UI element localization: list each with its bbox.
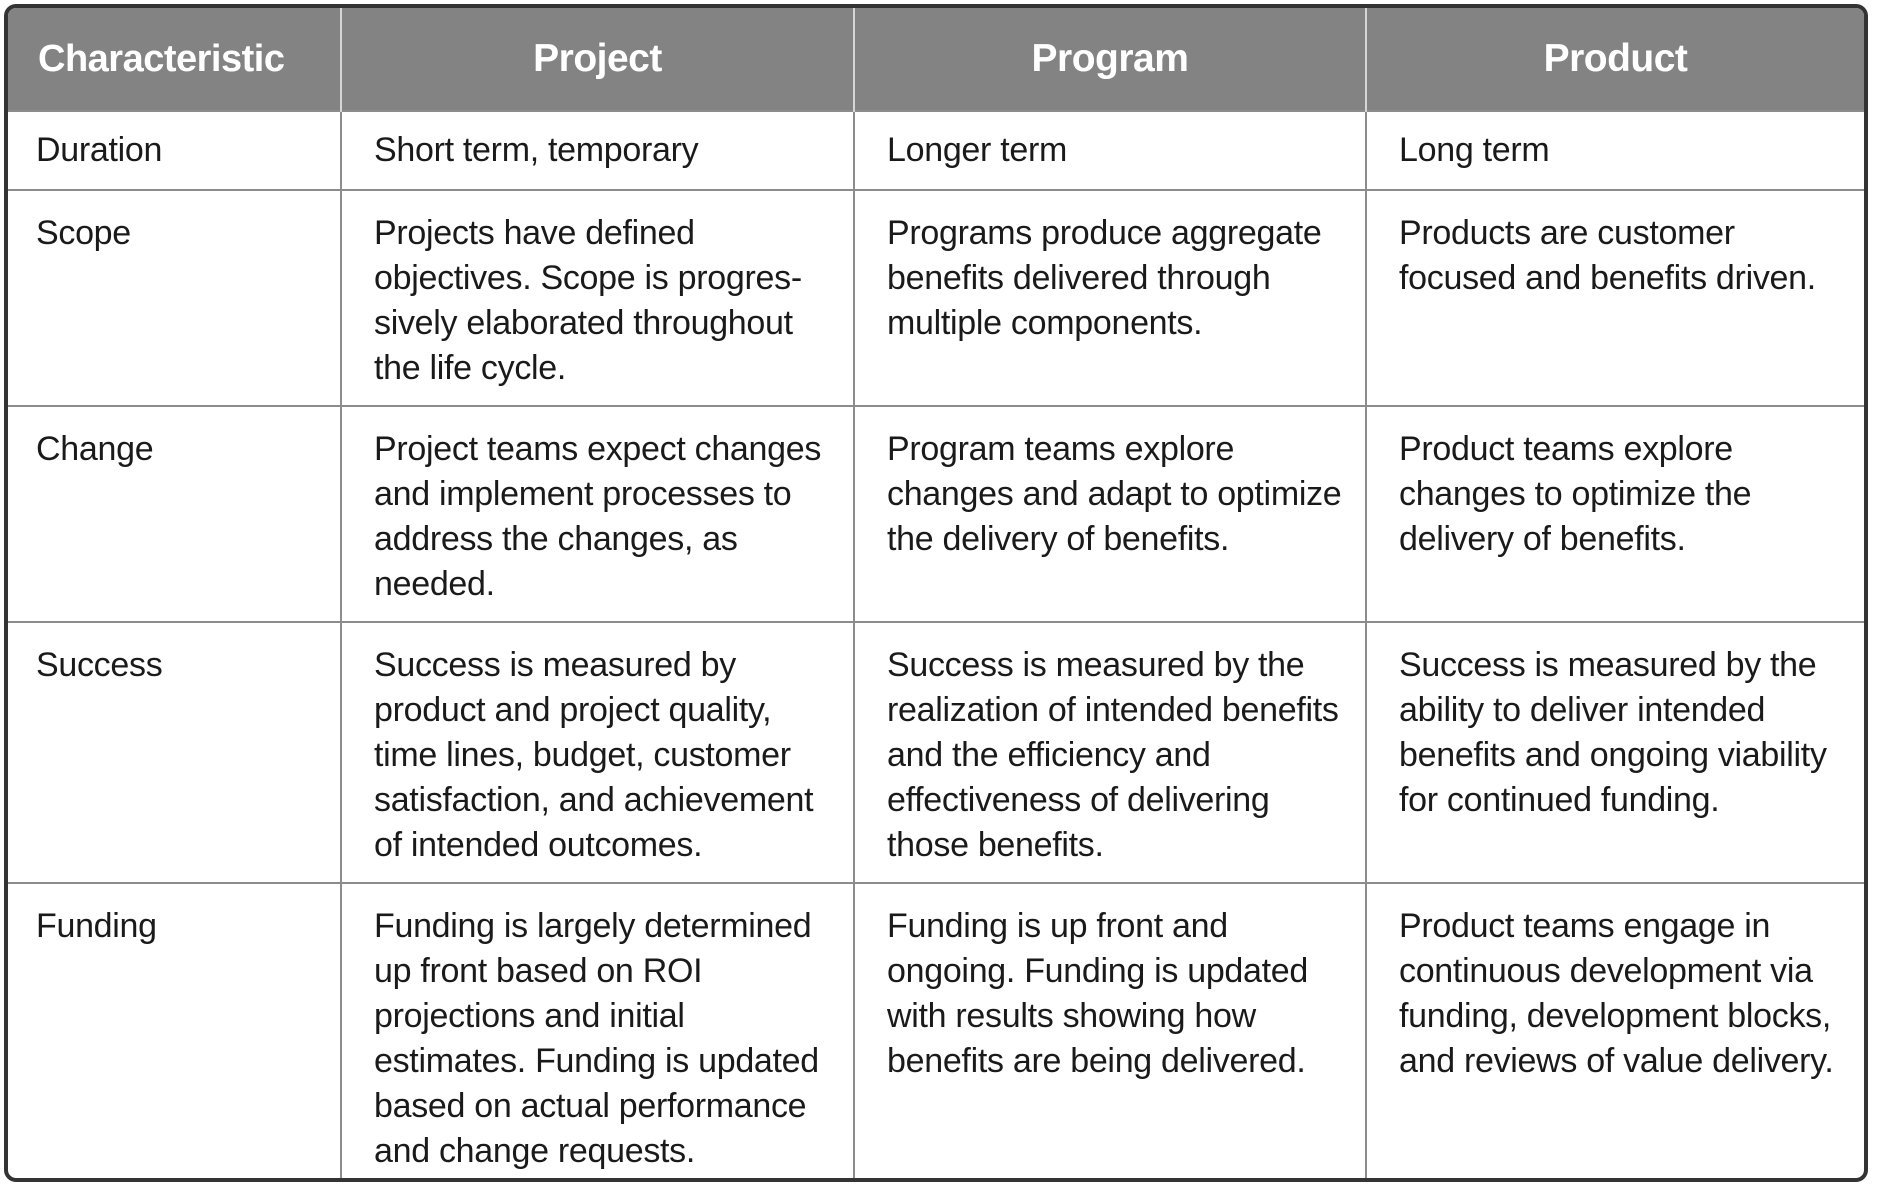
cell-success-project: Success is measured by product and proje… bbox=[340, 621, 854, 883]
cell-funding-project: Funding is largely determined up front b… bbox=[340, 882, 854, 1178]
table-row-scope: Scope Projects have defined objectives. … bbox=[8, 189, 1864, 406]
row-label-scope: Scope bbox=[8, 189, 341, 406]
row-label-duration: Duration bbox=[8, 110, 341, 190]
table-row-change: Change Project teams expect changes and … bbox=[8, 405, 1864, 622]
table-row-success: Success Success is measured by product a… bbox=[8, 621, 1864, 883]
header-row: Characteristic Project Program Product bbox=[8, 8, 1864, 111]
cell-duration-project: Short term, temporary bbox=[340, 110, 854, 190]
comparison-table: Characteristic Project Program Product D… bbox=[4, 4, 1868, 1182]
cell-funding-program: Funding is up front and ongoing. Funding… bbox=[853, 882, 1366, 1178]
cell-success-product: Success is measured by the ability to de… bbox=[1365, 621, 1864, 883]
cell-duration-product: Long term bbox=[1365, 110, 1864, 190]
comparison-table-grid: Characteristic Project Program Product D… bbox=[8, 8, 1864, 1178]
cell-scope-program: Programs produce aggregate benefits deli… bbox=[853, 189, 1366, 406]
cell-change-project: Project teams expect changes and impleme… bbox=[340, 405, 854, 622]
cell-scope-project: Projects have defined objectives. Scope … bbox=[340, 189, 854, 406]
cell-change-program: Program teams explore changes and adapt … bbox=[853, 405, 1366, 622]
row-label-funding: Funding bbox=[8, 882, 341, 1178]
cell-change-product: Product teams explore changes to optimiz… bbox=[1365, 405, 1864, 622]
table-body: Duration Short term, temporary Longer te… bbox=[8, 110, 1864, 1178]
row-label-change: Change bbox=[8, 405, 341, 622]
header-project: Project bbox=[340, 8, 854, 111]
cell-scope-product: Products are customer focused and benefi… bbox=[1365, 189, 1864, 406]
header-product: Product bbox=[1365, 8, 1864, 111]
cell-funding-product: Product teams engage in continuous devel… bbox=[1365, 882, 1864, 1178]
table-row-funding: Funding Funding is largely determined up… bbox=[8, 882, 1864, 1178]
table-row-duration: Duration Short term, temporary Longer te… bbox=[8, 110, 1864, 190]
table-header: Characteristic Project Program Product bbox=[8, 8, 1864, 111]
cell-success-program: Success is measured by the realization o… bbox=[853, 621, 1366, 883]
header-characteristic: Characteristic bbox=[8, 8, 341, 111]
row-label-success: Success bbox=[8, 621, 341, 883]
header-program: Program bbox=[853, 8, 1366, 111]
cell-duration-program: Longer term bbox=[853, 110, 1366, 190]
